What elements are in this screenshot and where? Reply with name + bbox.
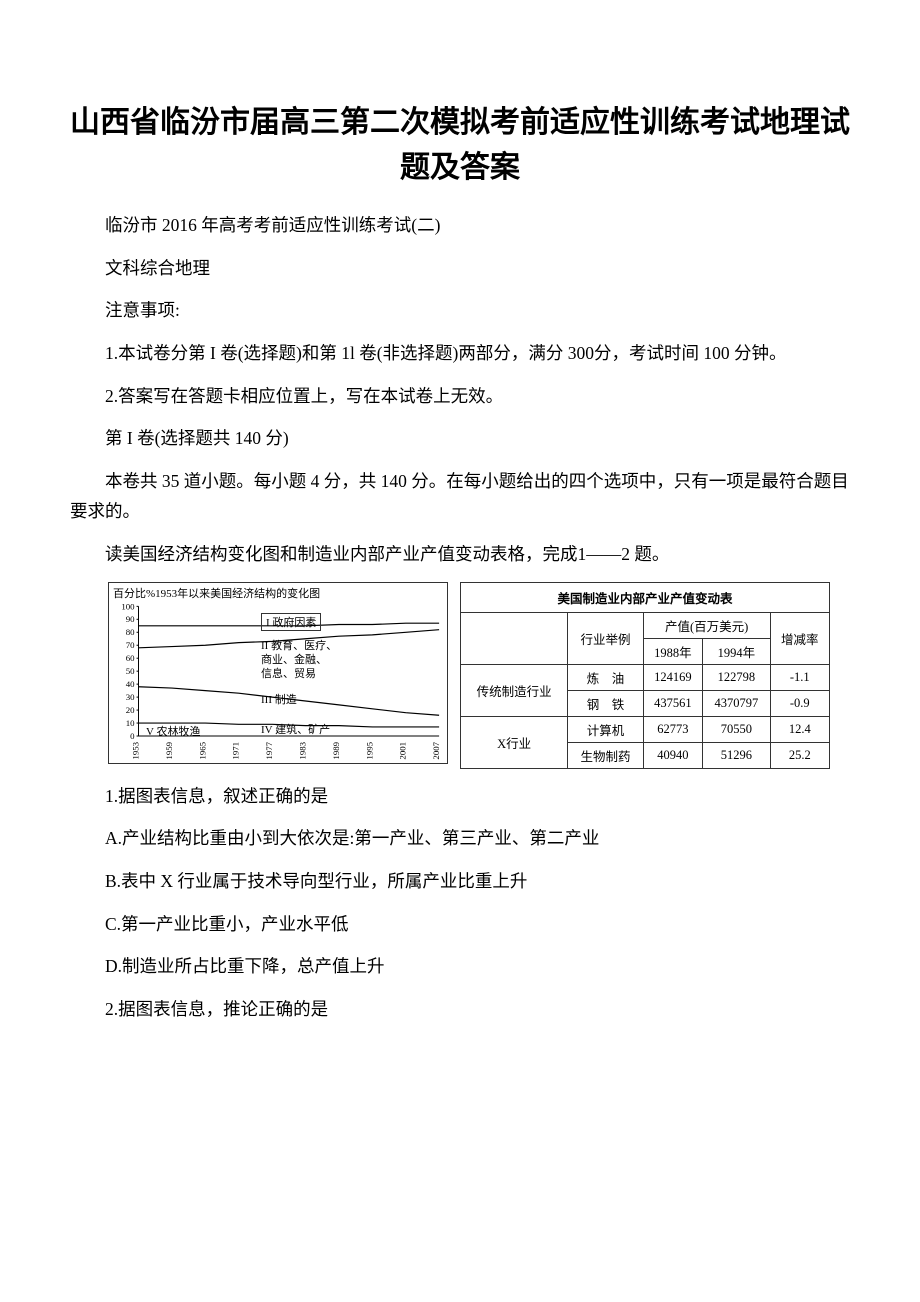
- para-subtitle: 临汾市 2016 年高考考前适应性训练考试(二): [70, 210, 850, 241]
- svg-text:1971: 1971: [231, 742, 241, 760]
- svg-text:90: 90: [126, 614, 135, 624]
- cell-y2: 51296: [703, 742, 770, 768]
- chart-ylabel: 百分比%: [113, 588, 155, 600]
- chart-caption: 百分比%1953年以来美国经济结构的变化图: [111, 585, 445, 601]
- group-label-x: X行业: [461, 716, 568, 768]
- svg-text:2007: 2007: [431, 741, 441, 759]
- data-table: 美国制造业内部产业产值变动表 行业举例 产值(百万美元) 增减率 1988年 1…: [460, 582, 830, 769]
- q1-option-d: D.制造业所占比重下降，总产值上升: [70, 951, 850, 982]
- svg-text:30: 30: [126, 692, 135, 702]
- svg-text:60: 60: [126, 653, 135, 663]
- svg-text:1959: 1959: [164, 741, 174, 759]
- legend-series-1: I 政府因素: [261, 613, 321, 631]
- svg-text:50: 50: [126, 666, 135, 676]
- table-head-row-1: 行业举例 产值(百万美元) 增减率: [461, 612, 830, 638]
- table-head-y1: 1988年: [643, 638, 702, 664]
- table-head-blank: [461, 612, 568, 664]
- cell-y1: 437561: [643, 690, 702, 716]
- page-title: 山西省临汾市届高三第二次模拟考前适应性训练考试地理试题及答案: [70, 100, 850, 190]
- q1-option-a: A.产业结构比重由小到大依次是:第一产业、第三产业、第二产业: [70, 823, 850, 854]
- table-row: 传统制造行业 炼 油 124169 122798 -1.1: [461, 664, 830, 690]
- para-notice-2: 2.答案写在答题卡相应位置上，写在本试卷上无效。: [70, 381, 850, 412]
- svg-text:1965: 1965: [197, 741, 207, 759]
- para-section-desc: 本卷共 35 道小题。每小题 4 分，共 140 分。在每小题给出的四个选项中，…: [70, 466, 850, 527]
- cell-name: 生物制药: [568, 742, 643, 768]
- legend-series-3: III 制造: [261, 691, 297, 707]
- cell-rate: 12.4: [770, 716, 829, 742]
- chart-plot-area: 0 10 20 30 40 50 60 70 80 90 100 1953 1959 1965 1971 19…: [111, 601, 445, 761]
- cell-name: 炼 油: [568, 664, 643, 690]
- cell-name: 计算机: [568, 716, 643, 742]
- table-title-row: 美国制造业内部产业产值变动表: [461, 582, 830, 612]
- q1-option-c: C.第一产业比重小，产业水平低: [70, 909, 850, 940]
- table-head-example: 行业举例: [568, 612, 643, 664]
- data-table-wrap: 美国制造业内部产业产值变动表 行业举例 产值(百万美元) 增减率 1988年 1…: [460, 582, 830, 769]
- cell-y2: 122798: [703, 664, 770, 690]
- q2: 2.据图表信息，推论正确的是: [70, 994, 850, 1025]
- svg-text:40: 40: [126, 679, 135, 689]
- figure-row: 百分比%1953年以来美国经济结构的变化图 0 10 20 30 40 50 60 70 80 9…: [108, 582, 850, 769]
- table-title: 美国制造业内部产业产值变动表: [461, 582, 830, 612]
- q1-option-b: B.表中 X 行业属于技术导向型行业，所属产业比重上升: [70, 866, 850, 897]
- cell-y2: 4370797: [703, 690, 770, 716]
- table-head-rate: 增减率: [770, 612, 829, 664]
- para-notice-1: 1.本试卷分第 I 卷(选择题)和第 1l 卷(非选择题)两部分，满分 300分…: [70, 338, 850, 369]
- para-subject: 文科综合地理: [70, 253, 850, 284]
- legend-series-2c: 信息、贸易: [261, 665, 316, 681]
- cell-y1: 62773: [643, 716, 702, 742]
- cell-rate: -1.1: [770, 664, 829, 690]
- cell-y1: 124169: [643, 664, 702, 690]
- table-row: X行业 计算机 62773 70550 12.4: [461, 716, 830, 742]
- para-section-head: 第 I 卷(选择题共 140 分): [70, 423, 850, 454]
- chart-title-text: 1953年以来美国经济结构的变化图: [155, 588, 320, 600]
- svg-text:1953: 1953: [131, 741, 141, 759]
- q1: 1.据图表信息，叙述正确的是: [70, 781, 850, 812]
- para-notice-head: 注意事项:: [70, 295, 850, 326]
- table-head-value-group: 产值(百万美元): [643, 612, 770, 638]
- svg-text:2001: 2001: [398, 742, 408, 760]
- cell-name: 钢 铁: [568, 690, 643, 716]
- svg-text:1989: 1989: [331, 741, 341, 759]
- line-chart: 百分比%1953年以来美国经济结构的变化图 0 10 20 30 40 50 60 70 80 9…: [108, 582, 448, 764]
- cell-rate: 25.2: [770, 742, 829, 768]
- svg-text:20: 20: [126, 705, 135, 715]
- svg-text:80: 80: [126, 627, 135, 637]
- cell-y2: 70550: [703, 716, 770, 742]
- svg-text:1977: 1977: [264, 741, 274, 759]
- legend-series-4: IV 建筑、矿产: [261, 721, 330, 737]
- svg-text:1995: 1995: [364, 741, 374, 759]
- cell-y1: 40940: [643, 742, 702, 768]
- svg-text:100: 100: [121, 601, 135, 611]
- para-question-lead: 读美国经济结构变化图和制造业内部产业产值变动表格，完成1——2 题。: [70, 539, 850, 570]
- svg-text:70: 70: [126, 640, 135, 650]
- cell-rate: -0.9: [770, 690, 829, 716]
- group-label-traditional: 传统制造行业: [461, 664, 568, 716]
- svg-text:0: 0: [130, 731, 135, 741]
- table-head-y2: 1994年: [703, 638, 770, 664]
- svg-text:1983: 1983: [298, 741, 308, 759]
- legend-series-5: V 农林牧渔: [146, 723, 201, 739]
- svg-text:10: 10: [126, 718, 135, 728]
